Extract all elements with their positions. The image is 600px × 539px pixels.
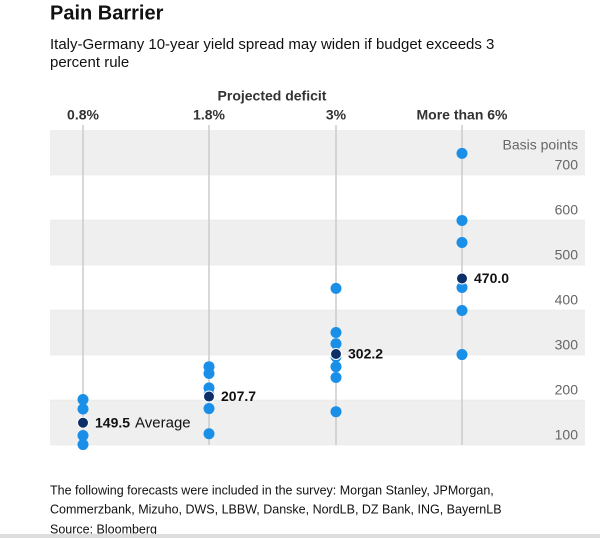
point xyxy=(456,282,468,293)
average-point xyxy=(456,272,468,285)
y-tick-label: 300 xyxy=(555,337,579,353)
point xyxy=(330,361,342,373)
band xyxy=(50,310,585,355)
point xyxy=(456,349,468,361)
subtitle: Italy-Germany 10-year yield spread may w… xyxy=(50,36,494,53)
point xyxy=(330,406,342,418)
x-tick-label: More than 6% xyxy=(416,107,508,123)
point xyxy=(203,403,215,415)
average-label: 149.5 xyxy=(95,414,130,430)
subtitle: percent rule xyxy=(50,54,129,71)
average-label: 302.2 xyxy=(348,346,383,362)
point xyxy=(77,394,89,406)
y-tick-label: 200 xyxy=(555,382,579,398)
x-tick-label: 3% xyxy=(326,107,347,123)
average-point xyxy=(203,390,215,403)
average-point xyxy=(330,348,342,361)
band xyxy=(50,130,585,175)
footnote: The following forecasts were included in… xyxy=(50,483,494,497)
x-axis-label: Projected deficit xyxy=(218,88,327,104)
y-tick-label: 700 xyxy=(555,157,579,173)
average-label: 470.0 xyxy=(474,270,509,286)
point xyxy=(330,338,342,350)
point xyxy=(330,372,342,383)
annotation: Average xyxy=(135,415,191,432)
point xyxy=(330,327,342,338)
point xyxy=(77,430,89,442)
point xyxy=(456,214,468,226)
point xyxy=(330,282,342,294)
point xyxy=(203,428,215,440)
point xyxy=(203,367,215,379)
chart-title: Pain Barrier xyxy=(50,2,164,24)
x-tick-label: 1.8% xyxy=(193,107,225,123)
y-tick-label: 500 xyxy=(555,247,579,263)
source: Source: Bloomberg xyxy=(50,522,157,536)
y-tick-label: 600 xyxy=(555,202,579,218)
x-tick-label: 0.8% xyxy=(67,107,99,123)
point xyxy=(456,237,468,248)
y-axis-label: Basis points xyxy=(503,137,578,153)
point xyxy=(456,304,468,316)
band xyxy=(50,400,585,445)
point xyxy=(456,147,468,159)
average-point xyxy=(77,416,89,429)
point xyxy=(77,403,89,415)
point xyxy=(77,439,89,451)
average-label: 207.7 xyxy=(221,388,256,404)
footnote: Commerzbank, Mizuho, DWS, LBBW, Danske, … xyxy=(50,502,502,516)
y-tick-label: 400 xyxy=(555,292,579,308)
y-tick-label: 100 xyxy=(555,427,579,443)
band xyxy=(50,220,585,265)
